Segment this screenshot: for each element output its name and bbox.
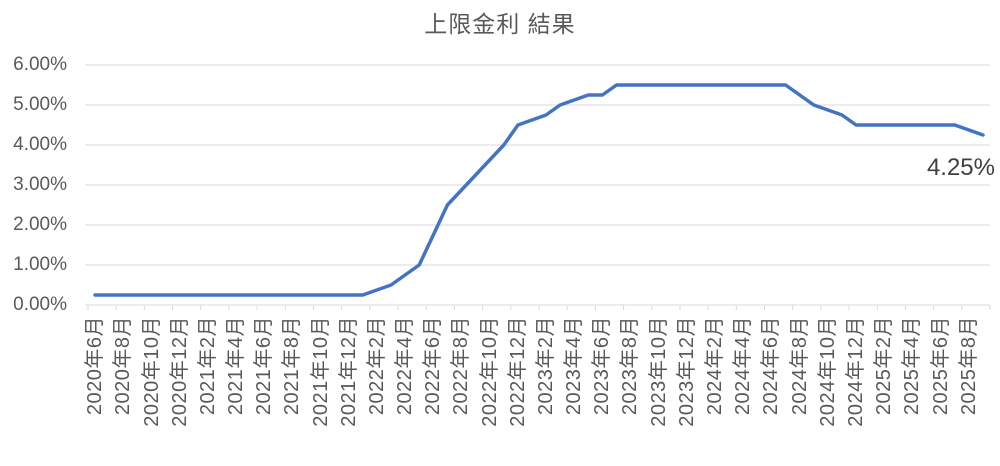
last-point-data-label: 4.25% — [926, 154, 995, 181]
y-axis-label: 6.00% — [13, 54, 67, 75]
x-axis-label: 2024年2月 — [704, 316, 727, 416]
x-axis-label: 2024年4月 — [732, 316, 755, 416]
y-axis-label: 1.00% — [13, 254, 67, 275]
x-axis-label: 2021年6月 — [253, 316, 276, 416]
x-axis-label: 2024年10月 — [816, 316, 839, 427]
x-axis-label: 2022年12月 — [506, 316, 529, 427]
x-axis-label: 2025年2月 — [873, 316, 896, 416]
x-axis-label: 2021年8月 — [281, 316, 304, 416]
x-axis-label: 2023年8月 — [619, 316, 642, 416]
x-axis-label: 2021年10月 — [309, 316, 332, 427]
x-axis-label: 2025年4月 — [901, 316, 924, 416]
x-axis-label: 2025年6月 — [929, 316, 952, 416]
y-axis-label: 2.00% — [13, 214, 67, 235]
x-axis-label: 2020年12月 — [168, 316, 191, 427]
x-axis-label: 2023年6月 — [591, 316, 614, 416]
series-line — [93, 83, 985, 297]
x-axis-label: 2022年4月 — [394, 316, 417, 416]
x-axis-label: 2024年6月 — [760, 316, 783, 416]
x-axis-label: 2020年8月 — [112, 316, 135, 416]
y-axis-label: 5.00% — [13, 94, 67, 115]
x-axis-label: 2021年2月 — [196, 316, 219, 416]
y-axis-label: 3.00% — [13, 174, 67, 195]
x-axis-label: 2023年2月 — [535, 316, 558, 416]
chart-title: 上限金利 結果 — [424, 11, 576, 37]
x-axis-label: 2024年8月 — [788, 316, 811, 416]
y-axis-label: 4.00% — [13, 134, 67, 155]
x-axis-label: 2020年6月 — [84, 316, 107, 416]
x-axis-label: 2025年8月 — [957, 316, 980, 416]
x-axis-label: 2022年10月 — [478, 316, 501, 427]
x-axis-label: 2023年4月 — [563, 316, 586, 416]
x-axis-label: 2021年12月 — [337, 316, 360, 427]
x-axis-label: 2024年12月 — [845, 316, 868, 427]
x-axis-label: 2023年12月 — [675, 316, 698, 427]
x-axis-label: 2023年10月 — [647, 316, 670, 427]
x-axis-label: 2020年10月 — [140, 316, 163, 427]
x-axis-label: 2021年4月 — [224, 316, 247, 416]
y-axis-label: 0.00% — [13, 294, 67, 315]
x-axis-label: 2022年6月 — [422, 316, 445, 416]
x-axis-label: 2022年8月 — [450, 316, 473, 416]
x-axis-label: 2022年2月 — [365, 316, 388, 416]
